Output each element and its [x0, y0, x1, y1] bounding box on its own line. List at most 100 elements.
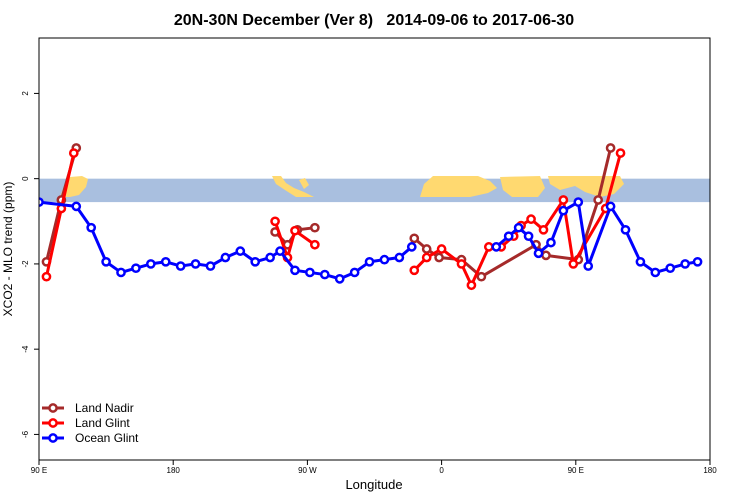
data-point — [68, 148, 79, 158]
data-point — [538, 224, 549, 235]
data-point — [131, 263, 141, 274]
data-point — [86, 222, 97, 233]
y-tick-label: -4 — [21, 345, 30, 353]
y-tick-label: -6 — [21, 430, 30, 438]
land-shape — [272, 176, 314, 197]
land-shape — [60, 176, 88, 197]
legend-label: Land Glint — [75, 416, 130, 430]
data-point — [205, 261, 216, 271]
data-point — [523, 231, 534, 242]
data-point — [558, 195, 569, 205]
y-tick-label: 0 — [21, 176, 30, 181]
data-point — [319, 269, 330, 280]
legend-marker — [48, 403, 58, 413]
data-point — [605, 201, 616, 212]
series-line — [495, 200, 698, 274]
data-point — [503, 231, 514, 242]
series-ocean-glint — [39, 197, 703, 284]
data-point — [265, 252, 275, 263]
data-point — [364, 256, 375, 267]
data-point — [101, 256, 111, 267]
data-point — [379, 254, 390, 265]
data-point — [275, 246, 285, 256]
data-point — [290, 265, 300, 276]
data-point — [409, 233, 420, 244]
legend-label: Ocean Glint — [75, 431, 139, 445]
data-point — [573, 197, 584, 207]
data-point — [434, 252, 444, 263]
data-point — [145, 259, 156, 269]
land-shape — [520, 184, 530, 190]
data-point — [583, 261, 594, 271]
data-point — [456, 259, 467, 269]
series-layer — [39, 143, 703, 291]
land-shape — [548, 176, 624, 197]
world-map-band — [39, 176, 710, 203]
data-point — [593, 195, 604, 205]
legend-marker — [48, 418, 58, 428]
series-line — [39, 200, 413, 281]
x-tick-label: 90 W — [298, 466, 317, 475]
data-point — [409, 265, 420, 276]
y-axis: -6 -4 -2 0 2 — [21, 91, 39, 438]
data-point — [175, 261, 186, 271]
data-point — [558, 205, 569, 216]
series-line — [273, 220, 316, 260]
data-point — [436, 244, 447, 254]
data-point — [615, 148, 626, 158]
data-point — [290, 225, 300, 236]
data-point — [421, 252, 432, 263]
data-point — [305, 267, 315, 278]
data-point — [692, 256, 703, 267]
data-point — [116, 267, 126, 278]
data-point — [421, 244, 432, 254]
data-point — [220, 252, 231, 263]
data-point — [541, 250, 551, 261]
land-shape — [420, 176, 497, 197]
x-axis: 90 E 180 90 W 0 90 E 180 — [31, 460, 717, 475]
data-point — [406, 242, 417, 252]
legend-label: Land Nadir — [75, 401, 134, 415]
x-tick-label: 180 — [167, 466, 181, 475]
x-tick-label: 90 E — [568, 466, 584, 475]
data-point — [250, 256, 261, 267]
x-tick-label: 90 E — [31, 466, 47, 475]
x-tick-label: 0 — [439, 466, 444, 475]
data-point — [605, 143, 616, 153]
data-point — [665, 263, 676, 274]
data-point — [466, 280, 477, 291]
chart-title: 20N-30N December (Ver 8) 2014-09-06 to 2… — [174, 12, 574, 29]
series-line — [44, 152, 76, 278]
y-tick-label: 2 — [21, 91, 30, 96]
data-point — [235, 246, 246, 256]
data-point — [491, 242, 502, 252]
data-point — [41, 271, 52, 282]
data-point — [310, 239, 320, 250]
data-point — [546, 237, 556, 248]
y-axis-label: XCO2 - MLO trend (ppm) — [1, 182, 15, 317]
data-point — [190, 259, 201, 269]
data-point — [620, 224, 631, 235]
series-land-nadir — [41, 143, 616, 282]
data-point — [533, 248, 544, 259]
series-land-glint — [41, 148, 626, 291]
data-point — [71, 201, 82, 212]
data-point — [526, 214, 536, 225]
data-point — [568, 259, 579, 269]
land-shape — [299, 178, 309, 189]
data-point — [476, 271, 487, 282]
plot-frame — [38, 37, 711, 461]
legend-marker — [48, 433, 58, 443]
data-point — [680, 259, 690, 269]
data-point — [483, 242, 494, 252]
x-tick-label: 180 — [703, 466, 717, 475]
data-point — [349, 267, 360, 278]
x-axis-label: Longitude — [345, 477, 402, 492]
y-tick-label: -2 — [21, 260, 30, 268]
data-point — [635, 256, 646, 267]
data-point — [513, 222, 524, 233]
data-point — [334, 273, 345, 284]
data-point — [650, 267, 661, 278]
